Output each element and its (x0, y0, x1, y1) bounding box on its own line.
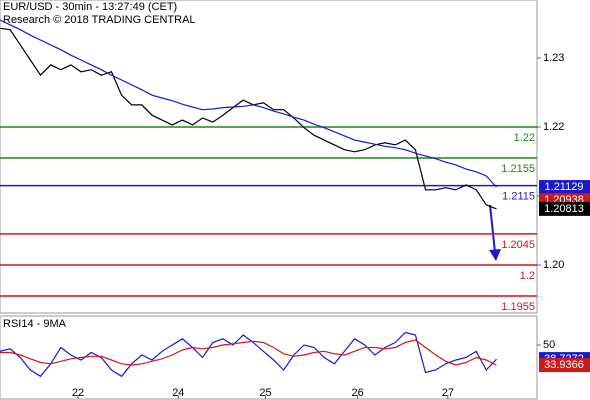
chart-title: EUR/USD - 30min - 13:27:49 (CET) (3, 1, 177, 13)
rsi-title: RSI14 - 9MA (3, 318, 67, 330)
price-panel (0, 0, 538, 314)
price-label: 33.9366 (544, 359, 584, 371)
series-line (0, 19, 497, 188)
level-label: 1.2 (520, 270, 535, 282)
level-label: 1.2155 (501, 163, 535, 175)
x-tick-label: 27 (442, 387, 454, 399)
y-tick-label: 1.22 (543, 121, 564, 133)
series-line (0, 27, 497, 210)
chart-subtitle: Research © 2018 TRADING CENTRAL (3, 14, 196, 26)
price-label-box (539, 201, 590, 216)
y-tick-label: 1.23 (543, 52, 564, 64)
level-label: 1.2045 (501, 239, 535, 251)
level-label: 1.2115 (502, 191, 535, 203)
series-line (0, 339, 497, 366)
series-line (0, 331, 497, 378)
price-label: 1.21129 (545, 181, 584, 193)
price-label-box (539, 180, 590, 195)
x-tick-label: 26 (352, 387, 364, 399)
x-tick-label: 22 (72, 387, 84, 399)
level-label: 1.1955 (501, 301, 535, 313)
y-tick-label: 50 (543, 339, 555, 351)
y-tick-label: 1.20 (543, 259, 564, 271)
forecast-arrow (489, 204, 501, 261)
x-tick-label: 25 (259, 387, 271, 399)
level-label: 1.22 (514, 132, 535, 144)
x-tick-label: 24 (172, 387, 184, 399)
rsi-panel (0, 315, 538, 400)
price-label: 1.20813 (544, 203, 584, 215)
price-label-box (539, 358, 590, 373)
